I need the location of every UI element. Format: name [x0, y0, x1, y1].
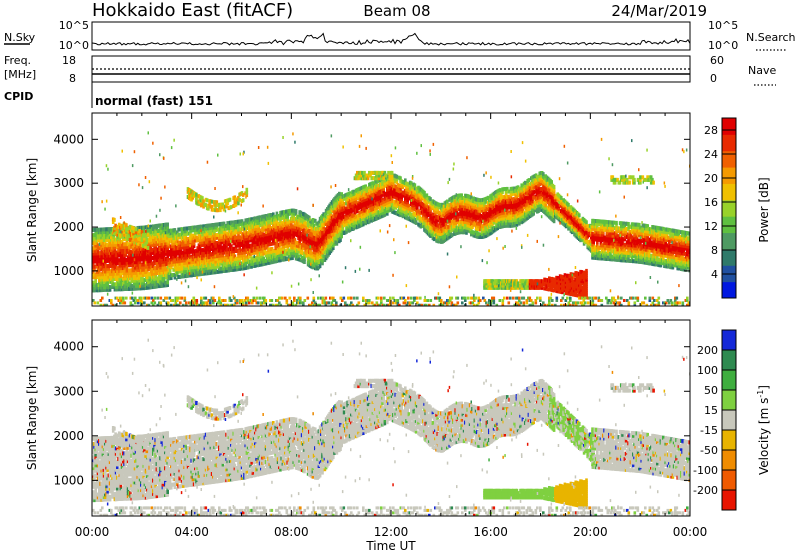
freq-tick-bottom: 8 — [69, 72, 76, 85]
colorbar-tick: 50 — [704, 384, 718, 397]
colorbar-tick: 20 — [704, 172, 718, 185]
colorbar-swatch — [722, 183, 736, 201]
nsearch-tick-bottom: 10^0 — [708, 39, 738, 52]
colorbar-tick: 15 — [704, 404, 718, 417]
nsky-trace — [91, 32, 691, 46]
colorbar-swatch — [722, 134, 736, 152]
power-panel: 1000 2000 3000 4000 Slant Range [km] — [25, 112, 691, 307]
colorbar-swatch — [722, 199, 736, 217]
colorbar-swatch — [722, 490, 736, 511]
colorbar-swatch — [722, 370, 736, 391]
nsky-tick-bottom: 10^0 — [59, 39, 89, 52]
nsearch-tick-top: 10^5 — [708, 19, 738, 32]
velocity-colorbar: 200 100 50 15 -15 -50 -100 -200 — [693, 329, 737, 511]
colorbar-tick: -200 — [693, 484, 718, 497]
colorbar-tick: 200 — [697, 344, 718, 357]
freq-tick-top: 18 — [62, 54, 76, 67]
colorbar-swatch — [722, 430, 736, 451]
colorbar-swatch — [722, 410, 736, 431]
x-tick-label: 00:00 — [75, 525, 110, 539]
colorbar-swatch — [722, 470, 736, 491]
y-tick-label: 3000 — [53, 384, 84, 398]
freq-units: [MHz] — [4, 68, 36, 81]
velocity-panel: 1000 2000 3000 4000 00:00 04:00 08:00 12:00 16:0… — [25, 319, 708, 553]
x-tick-label: 04:00 — [174, 525, 209, 539]
power-colorbar: 4 8 12 16 20 24 28 — [704, 117, 737, 299]
colorbar-swatch — [722, 350, 736, 371]
colorbar-swatch — [722, 330, 736, 351]
power-data — [92, 131, 690, 306]
colorbar-swatch — [722, 450, 736, 471]
colorbar-swatch — [722, 216, 736, 234]
x-tick-label: 20:00 — [573, 525, 608, 539]
nsky-tick-top: 10^5 — [59, 19, 89, 32]
nsky-label: N.Sky — [4, 31, 36, 44]
colorbar-tick: 24 — [704, 148, 718, 161]
colorbar-tick: 12 — [704, 220, 718, 233]
nsearch-label: N.Search — [746, 31, 796, 44]
colorbar-swatch — [722, 150, 736, 168]
colorbar-swatch — [722, 167, 736, 184]
colorbar-tick: -100 — [693, 464, 718, 477]
cpid-label: CPID — [4, 90, 33, 103]
y-tick-label: 4000 — [53, 132, 84, 146]
x-tick-label: 08:00 — [274, 525, 309, 539]
colorbar-swatch — [722, 232, 736, 250]
x-tick-label: 00:00 — [673, 525, 708, 539]
y-tick-label: 4000 — [53, 340, 84, 354]
colorbar-swatch — [722, 248, 736, 266]
x-tick-label: 12:00 — [374, 525, 409, 539]
colorbar-tick: -15 — [700, 424, 718, 437]
colorbar-tick: 16 — [704, 196, 718, 209]
colorbar-tick: 100 — [697, 364, 718, 377]
nave-tick-bottom: 0 — [710, 72, 717, 85]
y-tick-label: 1000 — [53, 264, 84, 278]
velocity-data — [92, 338, 690, 516]
y-tick-label: 2000 — [53, 220, 84, 234]
power-colorbar-label: Power [dB] — [757, 177, 771, 242]
power-ylabel: Slant Range [km] — [25, 158, 39, 262]
colorbar-swatch — [722, 281, 736, 299]
freq-panel: Freq. [MHz] 18 8 60 0 Nave — [4, 54, 776, 86]
colorbar-swatch — [722, 390, 736, 411]
freq-label: Freq. — [4, 54, 31, 67]
y-tick-label: 2000 — [53, 429, 84, 443]
site-title: Hokkaido East (fitACF) — [92, 0, 293, 21]
colorbar-tick: 28 — [704, 124, 718, 137]
nave-label: Nave — [748, 64, 776, 77]
date-label: 24/Mar/2019 — [611, 2, 707, 20]
colorbar-tick: -50 — [700, 444, 718, 457]
colorbar-tick: 8 — [711, 244, 718, 257]
time-axis-label: Time UT — [365, 539, 416, 553]
velocity-ylabel: Slant Range [km] — [25, 366, 39, 470]
nsky-panel: N.Sky 10^5 10^0 10^5 10^0 N.Search — [4, 19, 796, 52]
y-tick-label: 3000 — [53, 176, 84, 190]
cpid-value: normal (fast) 151 — [95, 94, 213, 108]
colorbar-swatch — [722, 118, 736, 135]
y-tick-label: 1000 — [53, 473, 84, 487]
nave-tick-top: 60 — [710, 54, 724, 67]
x-tick-label: 16:00 — [473, 525, 508, 539]
beam-label: Beam 08 — [363, 2, 430, 20]
velocity-colorbar-label: Velocity [m s-1] — [756, 385, 771, 475]
colorbar-tick: 4 — [711, 268, 718, 281]
